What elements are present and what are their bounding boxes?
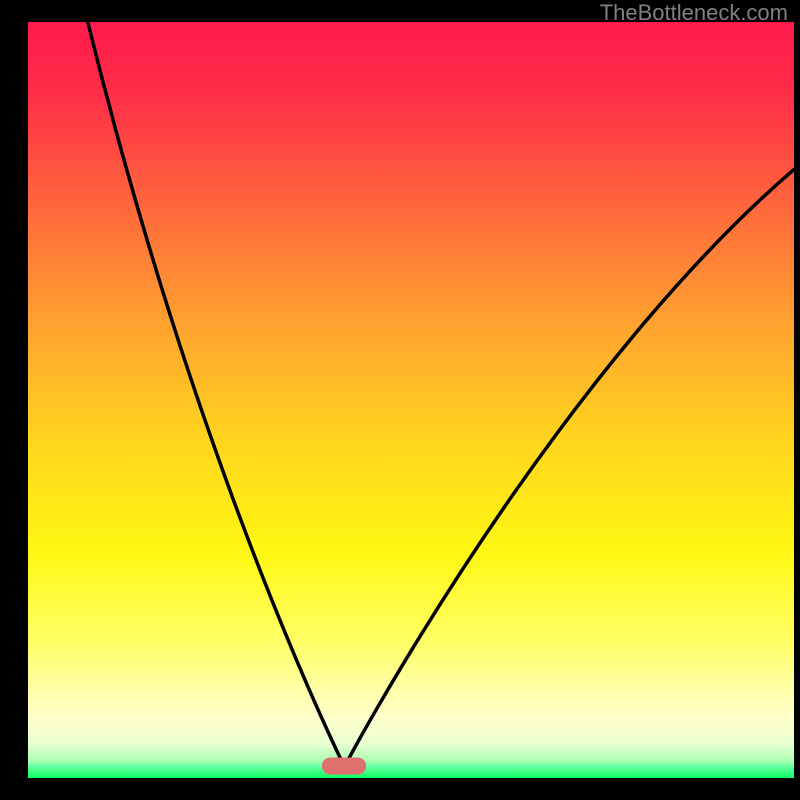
plot-area [28, 22, 794, 778]
frame-right [794, 0, 800, 800]
curve-path [88, 22, 794, 767]
minimum-marker [322, 757, 366, 774]
frame-bottom [0, 778, 800, 800]
watermark-text: TheBottleneck.com [600, 0, 788, 26]
frame-left [0, 0, 28, 800]
bottleneck-curve [28, 22, 794, 778]
